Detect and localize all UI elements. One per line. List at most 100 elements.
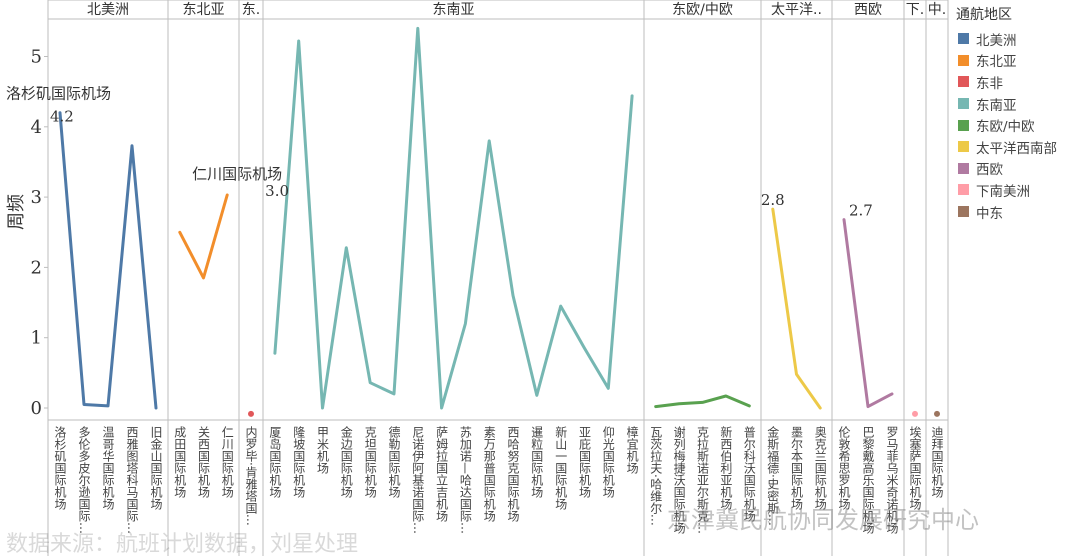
legend-label: 下南美洲	[976, 183, 1030, 200]
group-header: 东.	[242, 2, 260, 18]
annotation-label: 仁川国际机场	[192, 165, 282, 183]
x-tick-label: 谢列梅捷沃国际机场	[672, 425, 686, 534]
legend-swatch	[958, 54, 969, 66]
annotation-label: 2.8	[761, 191, 785, 209]
legend-title: 通航地区	[956, 7, 1012, 23]
legend-item: 西欧	[954, 158, 1078, 180]
legend-label: 中东	[976, 205, 1003, 222]
x-tick-label: 仁川国际机场	[220, 426, 234, 498]
legend: 通航地区 北美洲东北亚东非东南亚东欧/中欧太平洋西南部 西欧下南美洲中东	[954, 4, 1078, 222]
x-tick-label: 亚庇国际机场	[578, 426, 592, 498]
series-line	[58, 111, 158, 410]
legend-item: 中东	[954, 201, 1078, 223]
x-tick-label: 克坦国际机场	[363, 426, 377, 498]
series-point	[912, 410, 918, 417]
legend-label: 东北亚	[976, 54, 1017, 71]
legend-item: 东北亚	[954, 50, 1078, 72]
group-header: 下.	[906, 2, 924, 18]
y-tick-label: 0	[31, 398, 42, 419]
x-tick-label: 关西国际机场	[197, 426, 211, 498]
legend-swatch	[958, 76, 969, 88]
x-tick-label: 尼诺伊阿基诺国际…	[411, 426, 425, 534]
legend-swatch	[958, 141, 969, 153]
legend-item: 东欧/中欧	[954, 114, 1078, 136]
x-tick-label: 迪拜国际机场	[930, 426, 944, 498]
x-tick-label: 温哥华国际机场	[101, 426, 115, 510]
x-tick-label: 克拉斯诺亚尔斯克…	[696, 426, 710, 534]
x-tick-label: 甲米机场	[316, 426, 330, 474]
x-tick-label: 苏加诺—哈达国际…	[458, 426, 472, 534]
x-tick-label: 罗马菲乌米奇诺机场	[885, 426, 899, 534]
x-tick-label: 西雅图塔科马国际…	[125, 426, 139, 534]
x-tick-label: 新山一国际机场	[554, 425, 568, 510]
legend-item: 太平洋西南部	[954, 136, 1078, 158]
legend-label: 太平洋西南部	[976, 140, 1057, 157]
x-tick-label: 新西伯利亚机场	[719, 425, 733, 510]
group-header: 中.	[928, 2, 946, 18]
legend-swatch	[958, 162, 969, 174]
y-axis-label: 周频	[6, 194, 27, 230]
legend-item: 东南亚	[954, 93, 1078, 115]
legend-item: 东非	[954, 71, 1078, 93]
series-line	[842, 218, 894, 409]
group-header: 东南亚	[433, 2, 475, 18]
y-tick-label: 5	[31, 47, 42, 68]
x-tick-label: 素万那普国际机场	[482, 426, 496, 522]
series-line	[273, 26, 634, 410]
series-line	[654, 394, 751, 409]
y-tick-label: 2	[31, 257, 42, 278]
x-tick-label: 西哈努克国际机场	[506, 426, 520, 522]
legend-swatch	[958, 206, 969, 218]
y-tick-label: 3	[31, 187, 42, 208]
legend-swatch	[958, 98, 969, 110]
group-header: 东欧/中欧	[672, 2, 733, 18]
legend-item: 下南美洲	[954, 179, 1078, 201]
x-tick-label: 金边国际机场	[339, 425, 353, 498]
y-tick-label: 1	[31, 328, 42, 349]
x-tick-label: 暹粒国际机场	[530, 426, 544, 498]
x-tick-label: 德勒国际机场	[387, 425, 401, 498]
group-header: 北美洲	[87, 2, 129, 18]
annotation-label: 2.7	[849, 202, 873, 220]
x-tick-label: 巴黎戴高乐国际机场	[861, 426, 875, 534]
group-header: 西欧	[854, 2, 882, 18]
x-tick-label: 樟宜机场	[625, 425, 639, 474]
x-tick-label: 洛杉矶国际机场	[53, 425, 67, 510]
legend-swatch	[958, 33, 969, 45]
x-tick-label: 厦岛国际机场	[268, 426, 282, 498]
x-tick-label: 金斯福德·史密斯…	[766, 425, 780, 526]
x-tick-label: 普尔科沃国际机场	[742, 426, 756, 522]
x-tick-label: 隆坡国际机场	[292, 425, 306, 498]
series-point	[248, 410, 254, 417]
x-tick-label: 埃塞萨国际机场	[908, 426, 922, 510]
x-tick-label: 旧金山国际机场	[149, 426, 163, 510]
legend-label: 东欧/中欧	[976, 119, 1035, 136]
legend-label: 西欧	[976, 162, 1003, 179]
x-tick-label: 墨尔本国际机场	[790, 426, 804, 510]
legend-label: 东非	[976, 75, 1003, 92]
group-header: 太平洋..	[771, 2, 822, 18]
y-tick-label: 4	[31, 117, 42, 138]
x-tick-label: 奥克兰国际机场	[813, 426, 827, 510]
legend-label: 东南亚	[976, 97, 1017, 114]
annotation-label: 3.0	[265, 182, 289, 200]
x-tick-label: 瓦茨拉夫·哈维尔…	[649, 426, 663, 526]
series-point	[934, 410, 940, 417]
legend-label: 北美洲	[976, 32, 1017, 49]
legend-item: 北美洲	[954, 28, 1078, 50]
annotation-label: 4.2	[50, 108, 74, 126]
x-tick-label: 成田国际机场	[173, 426, 187, 498]
watermark: 京津冀民航协同发展研究中心	[667, 506, 979, 534]
x-tick-label: 伦敦希思罗机场	[837, 425, 851, 510]
x-tick-label: 萨姆拉国立吉机场	[435, 426, 449, 522]
annotation-label: 洛杉矶国际机场	[6, 85, 111, 103]
group-header: 东北亚	[183, 2, 225, 18]
x-tick-label: 多伦多皮尔逊国际…	[77, 426, 91, 534]
x-tick-label: 内罗毕·肯雅塔国…	[244, 426, 258, 526]
series-line	[178, 193, 229, 280]
series-line	[771, 207, 822, 410]
source-note: 数据来源：航班计划数据，刘星处理	[6, 532, 359, 557]
legend-swatch	[958, 119, 969, 131]
legend-swatch	[958, 184, 969, 196]
